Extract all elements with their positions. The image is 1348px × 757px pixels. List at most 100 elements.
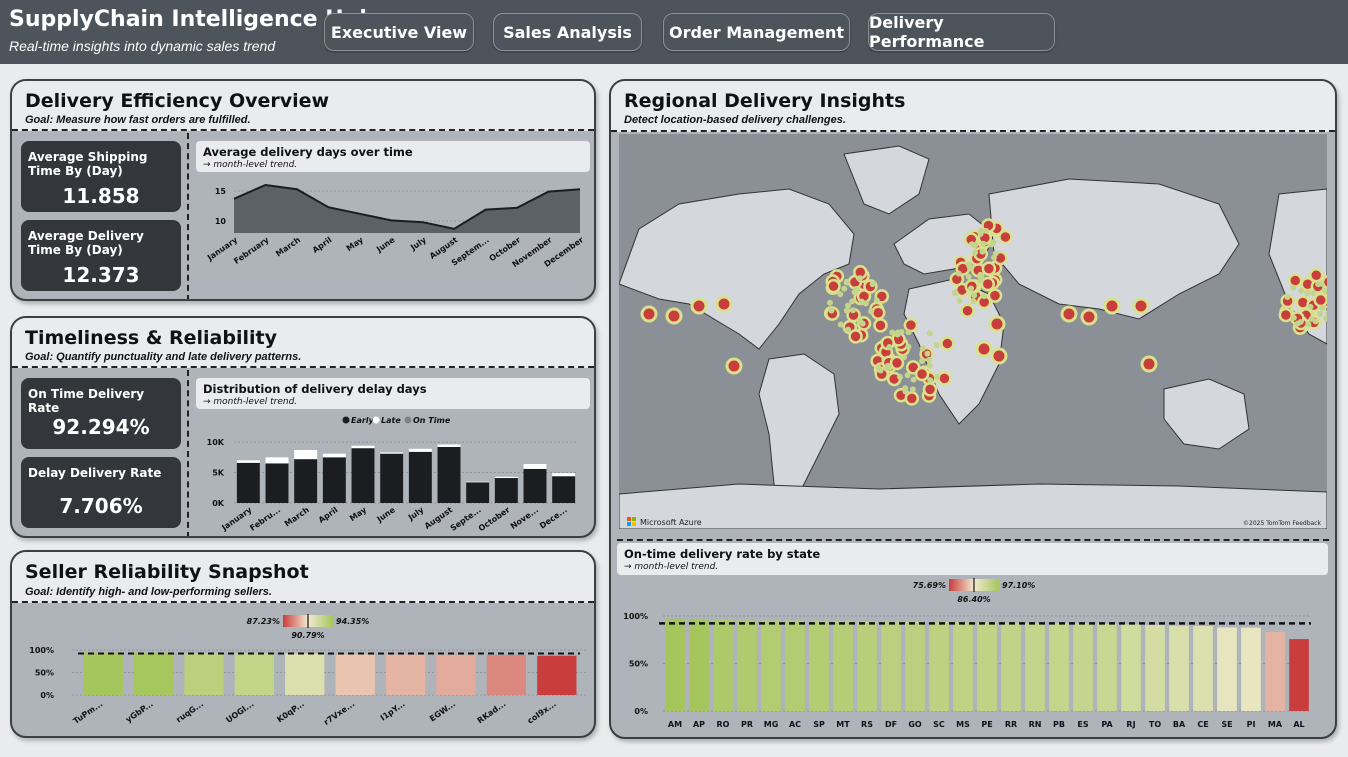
bar [665, 618, 685, 711]
bar [713, 619, 733, 711]
bar [335, 654, 375, 695]
delivery-point [1304, 290, 1311, 297]
x-tick-label: PE [981, 720, 992, 729]
bar [1217, 627, 1237, 711]
nav-sales-analysis-button[interactable]: Sales Analysis [493, 13, 642, 51]
delivery-point [919, 358, 926, 365]
delivery-marker [1060, 305, 1078, 323]
kpi-value: 7.706% [59, 494, 143, 518]
world-map[interactable]: Microsoft Azure ©2025 TomTom Feedback [619, 134, 1327, 529]
delivery-marker [904, 391, 920, 406]
delivery-point [1315, 281, 1322, 288]
delivery-point [1294, 320, 1301, 327]
bar [881, 621, 901, 711]
delivery-marker [937, 371, 952, 386]
delivery-point [845, 302, 852, 309]
bar-late [523, 464, 547, 469]
delivery-point [955, 270, 962, 277]
delivery-point [862, 300, 869, 307]
delivery-marker [665, 307, 683, 325]
chart-header: Distribution of delivery delay days → mo… [196, 378, 590, 409]
map-brand-label: Microsoft Azure [640, 518, 702, 527]
delivery-point [1317, 310, 1324, 317]
map-credit: ©2025 TomTom Feedback [1243, 520, 1322, 527]
bar [83, 652, 123, 695]
kpi-value: 12.373 [62, 263, 140, 287]
landmass [619, 483, 1327, 529]
x-tick-label: June [374, 235, 397, 255]
bar-early [552, 476, 576, 503]
x-tick-label: DF [885, 720, 897, 729]
delivery-marker [980, 276, 996, 292]
legend-label: On Time [413, 416, 451, 425]
area-fill [234, 185, 580, 233]
bar [436, 654, 476, 695]
x-tick-label: MS [956, 720, 970, 729]
delivery-point [843, 307, 850, 314]
x-tick-label: MA [1268, 720, 1283, 729]
y-tick-label: 10 [215, 217, 227, 226]
x-tick-label: July [408, 235, 428, 253]
x-tick-label: RN [1029, 720, 1042, 729]
panel-goal: Goal: Identify high- and low-performing … [25, 586, 272, 598]
delivery-point [898, 328, 905, 335]
bar-early [523, 468, 547, 503]
delivery-marker [1308, 267, 1324, 283]
x-tick-label: PA [1101, 720, 1113, 729]
x-tick-label: July [406, 505, 426, 523]
delivery-point [971, 292, 978, 299]
kpi-label: Average Shipping Time By (Day) [28, 150, 148, 178]
delivery-point [1310, 289, 1317, 296]
kpi-avg-delivery-time: Average Delivery Time By (Day) 12.373 [21, 220, 181, 291]
panel-goal: Goal: Measure how fast orders are fulfil… [25, 114, 251, 126]
y-tick-label: 0% [40, 691, 54, 700]
delivery-marker [870, 305, 886, 321]
delivery-point [849, 298, 856, 305]
bar [833, 620, 853, 711]
nav-order-management-button[interactable]: Order Management [663, 13, 850, 51]
delivery-point [926, 330, 933, 337]
x-tick-label: October [477, 505, 512, 532]
panel-header: Delivery Efficiency Overview Goal: Measu… [12, 81, 594, 131]
app-header: SupplyChain Intelligence Hub Real-time i… [0, 0, 1348, 64]
delivery-marker [1278, 307, 1294, 323]
x-tick-label: AC [789, 720, 801, 729]
x-tick-label: I1pY... [379, 699, 407, 722]
gradient-max-label: 97.10% [1002, 581, 1035, 590]
bar-late [408, 448, 432, 452]
x-tick-label: AM [668, 720, 682, 729]
nav-delivery-performance-button[interactable]: Delivery Performance [868, 13, 1055, 51]
delivery-point [897, 373, 904, 380]
bar [1145, 625, 1165, 711]
x-tick-label: AL [1293, 720, 1304, 729]
bar [737, 620, 757, 711]
regional-insights-panel: Regional Delivery Insights Detect locati… [609, 79, 1337, 739]
app-title: SupplyChain Intelligence Hub [9, 7, 376, 32]
bar-late [437, 444, 461, 447]
y-tick-label: 100% [623, 612, 648, 621]
panel-title: Seller Reliability Snapshot [25, 561, 309, 583]
x-tick-label: coI9x... [526, 699, 558, 725]
x-tick-label: SC [933, 720, 945, 729]
delivery-point [905, 329, 912, 336]
delivery-point [924, 350, 931, 357]
nav-executive-view-button[interactable]: Executive View [324, 13, 474, 51]
delivery-point [972, 249, 979, 256]
delivery-point [1290, 314, 1297, 321]
bar [385, 654, 426, 695]
bar [1097, 623, 1117, 711]
delivery-marker [1313, 292, 1327, 308]
y-tick-label: 0K [212, 499, 225, 508]
delivery-marker [1103, 297, 1121, 315]
kpi-label: Delay Delivery Rate [28, 466, 162, 480]
delivery-point [983, 227, 990, 234]
delivery-point [934, 373, 941, 380]
y-tick-label: 100% [29, 646, 54, 655]
bar [929, 621, 949, 711]
kpi-avg-shipping-time: Average Shipping Time By (Day) 11.858 [21, 141, 181, 212]
delivery-marker [998, 229, 1013, 245]
chart-subtitle: → month-level trend. [624, 562, 719, 572]
bar [133, 652, 174, 695]
x-tick-label: June [375, 505, 398, 525]
